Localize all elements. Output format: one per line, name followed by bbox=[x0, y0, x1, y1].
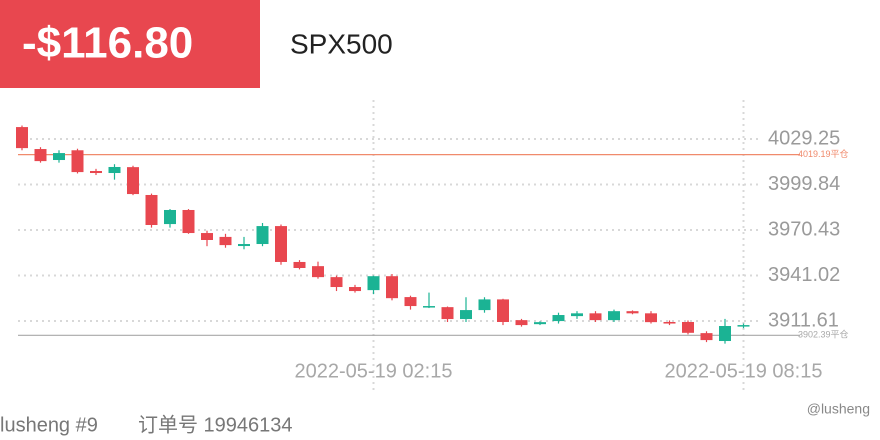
candle-body bbox=[256, 226, 269, 245]
pnl-badge bbox=[0, 0, 260, 88]
reference-label: 4019.19平仓 bbox=[798, 148, 849, 159]
candle-body bbox=[219, 236, 232, 246]
candle-body bbox=[108, 166, 121, 174]
candle-body bbox=[312, 266, 324, 278]
candle-body bbox=[719, 326, 731, 342]
candle-body bbox=[552, 315, 565, 322]
candle-body bbox=[16, 127, 28, 149]
candle-body bbox=[682, 321, 694, 333]
candle-body bbox=[71, 150, 84, 173]
candle-body bbox=[90, 171, 102, 174]
order-number: 订单号 19946134 bbox=[138, 413, 293, 436]
y-tick-label: 3999.84 bbox=[768, 173, 840, 195]
x-tick-label: 2022-05-19 02:15 bbox=[295, 360, 453, 382]
candle-body bbox=[737, 325, 750, 327]
candle-body bbox=[626, 311, 639, 314]
candle-body bbox=[478, 299, 491, 311]
candle-body bbox=[645, 313, 657, 323]
candle-body bbox=[423, 306, 435, 308]
candle-body bbox=[534, 322, 546, 325]
candle-body bbox=[589, 313, 602, 321]
candle-body bbox=[663, 321, 676, 324]
candle-body bbox=[201, 233, 213, 240]
y-tick-label: 3941.02 bbox=[768, 264, 840, 286]
candle-body bbox=[145, 194, 158, 225]
candle-body bbox=[497, 299, 509, 322]
candle-body bbox=[700, 333, 713, 341]
candle-body bbox=[386, 276, 398, 299]
pnl: -$116.80 bbox=[22, 19, 193, 68]
y-tick-label: 3911.61 bbox=[768, 309, 839, 331]
candle-body bbox=[53, 153, 65, 161]
candle-body bbox=[34, 149, 47, 162]
candle-body bbox=[349, 287, 361, 292]
candle-body bbox=[367, 276, 380, 291]
reference-label: 3902.39平仓 bbox=[798, 329, 849, 340]
account: lusheng #9 bbox=[0, 414, 98, 436]
candle-body bbox=[404, 297, 417, 307]
candle-body bbox=[164, 209, 176, 225]
candle-body bbox=[238, 244, 250, 247]
candle-body bbox=[275, 226, 287, 262]
candle-body bbox=[127, 167, 139, 195]
candle-body bbox=[182, 209, 195, 234]
candle-body bbox=[608, 311, 620, 321]
y-tick-label: 3970.43 bbox=[768, 218, 840, 240]
candle-body bbox=[330, 277, 343, 288]
candle-body bbox=[515, 320, 528, 326]
candle-body bbox=[460, 310, 472, 320]
symbol: SPX500 bbox=[290, 28, 393, 59]
chart: 4029.25 3999.84 3970.43 3941.02 3911.61 2022-… bbox=[16, 100, 849, 390]
y-tick-label: 4029.25 bbox=[768, 127, 840, 149]
watermark: @lusheng bbox=[807, 401, 870, 417]
candle-body bbox=[293, 261, 306, 268]
candle-body bbox=[571, 313, 583, 317]
x-tick-label: 2022-05-19 08:15 bbox=[665, 360, 823, 382]
candle-body bbox=[441, 307, 454, 320]
